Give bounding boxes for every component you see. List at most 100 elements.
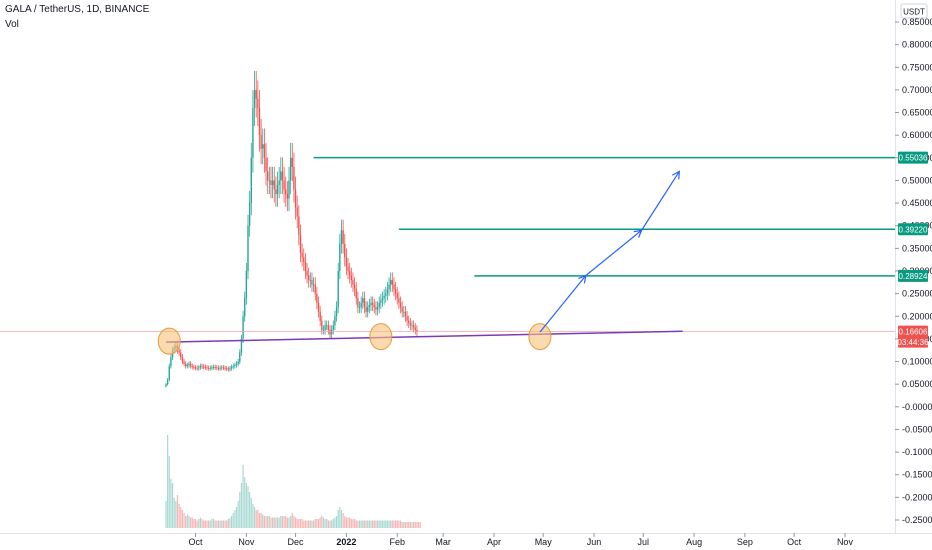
candle-body	[389, 280, 392, 285]
volume-bar	[249, 492, 251, 528]
candle-body	[221, 367, 223, 369]
candle-body	[278, 180, 280, 185]
volume-bar	[231, 516, 233, 528]
candle-body	[352, 280, 354, 285]
volume-bar	[344, 516, 346, 528]
projection-arrow-shaft[interactable]	[641, 171, 680, 231]
volume-bar	[395, 520, 397, 528]
candle-body	[263, 144, 266, 158]
volume-bar	[257, 510, 259, 528]
candle-body	[193, 366, 195, 368]
time-tick-label: Nov	[837, 537, 854, 547]
touch-point-circle[interactable]	[369, 323, 393, 351]
candle-body	[212, 366, 215, 368]
volume-bar	[403, 522, 405, 528]
volume-bar	[194, 519, 197, 528]
candle-body	[280, 171, 282, 181]
candle-body	[294, 189, 297, 208]
volume-bar	[286, 517, 288, 528]
volume-bar	[296, 519, 298, 528]
price-tick-label: 0.05000	[902, 379, 932, 389]
touch-point-circle[interactable]	[528, 323, 552, 351]
candle-body	[319, 311, 321, 321]
candle-body	[170, 357, 172, 367]
volume-bar	[265, 516, 267, 528]
projection-arrow-shaft[interactable]	[585, 229, 642, 276]
touch-point-circle[interactable]	[157, 327, 181, 355]
volume-bar	[260, 513, 262, 528]
candle-body	[370, 302, 372, 305]
candle-body	[326, 325, 328, 327]
volume-bar	[385, 520, 387, 528]
candle-body	[285, 189, 287, 195]
price-tag-level1-text: 0.55036	[899, 154, 928, 163]
volume-bar	[327, 520, 329, 528]
volume-bar	[283, 516, 285, 528]
candle-body	[165, 384, 167, 387]
candle-body	[339, 243, 341, 271]
volume-bar	[278, 517, 280, 528]
volume-bar	[217, 520, 220, 528]
volume-bar	[396, 520, 398, 528]
volume-bar	[372, 520, 374, 528]
support-trendline[interactable]	[165, 330, 683, 343]
volume-bar	[268, 516, 270, 528]
candle-body	[342, 230, 344, 244]
volume-bar	[190, 517, 192, 528]
volume-bar	[235, 507, 238, 528]
candle-body	[293, 166, 295, 190]
price-tick-label: -0.15000	[902, 470, 932, 480]
volume-bar	[175, 501, 177, 528]
candle-body	[411, 325, 413, 327]
time-axis[interactable]: Oct Nov Dec 2022 Feb Mar Apr May Jun Jul Aug Sep Oct…	[189, 533, 854, 547]
candle-body	[240, 338, 243, 353]
volume-bar	[304, 520, 306, 528]
candle-body	[298, 216, 300, 235]
candle-body	[255, 89, 257, 99]
candle-body	[376, 307, 379, 310]
volume-bar	[196, 520, 198, 528]
candle-body	[204, 366, 207, 368]
currency-label[interactable]: USDT	[900, 3, 928, 19]
drawings[interactable]	[0, 156, 895, 355]
volume-bar	[181, 510, 183, 528]
time-tick-label: May	[535, 537, 553, 547]
volume-bar	[367, 520, 369, 528]
candle-body	[222, 367, 225, 369]
volume-bar	[370, 520, 372, 528]
price-tick-label: 0.25000	[902, 289, 932, 299]
volume-bar	[401, 522, 403, 528]
candle-body	[365, 307, 367, 312]
candle-body	[321, 320, 323, 330]
candle-body	[378, 302, 380, 308]
volume-bar	[227, 519, 229, 528]
candle-body	[239, 352, 241, 362]
volume-bar	[224, 520, 226, 528]
projection-arrow-shaft[interactable]	[539, 275, 587, 333]
volume-bar	[339, 507, 341, 528]
price-tick-label: 0.65000	[902, 108, 932, 118]
volume-bar	[398, 520, 400, 528]
price-tick-label: 0.60000	[902, 130, 932, 140]
price-tick-label: -0.20000	[902, 492, 932, 502]
candle-body	[383, 295, 385, 299]
volume-bar	[314, 519, 316, 528]
volume-bar	[381, 520, 384, 528]
volume-bar	[383, 520, 385, 528]
volume-bar	[409, 522, 411, 528]
volume-bar	[331, 520, 333, 528]
volume-bar	[345, 517, 347, 528]
volume-bar	[272, 517, 274, 528]
candle-body	[199, 366, 202, 368]
candle-body	[311, 280, 313, 285]
candle-body	[250, 157, 252, 204]
volume-bar	[242, 465, 244, 528]
price-tick-label: 0.85000	[902, 17, 932, 27]
volume-bar	[390, 520, 392, 528]
volume-bar	[329, 520, 331, 528]
price-tick-label: 0.80000	[902, 40, 932, 50]
candle-body	[289, 157, 292, 181]
volume-bar	[247, 486, 249, 528]
